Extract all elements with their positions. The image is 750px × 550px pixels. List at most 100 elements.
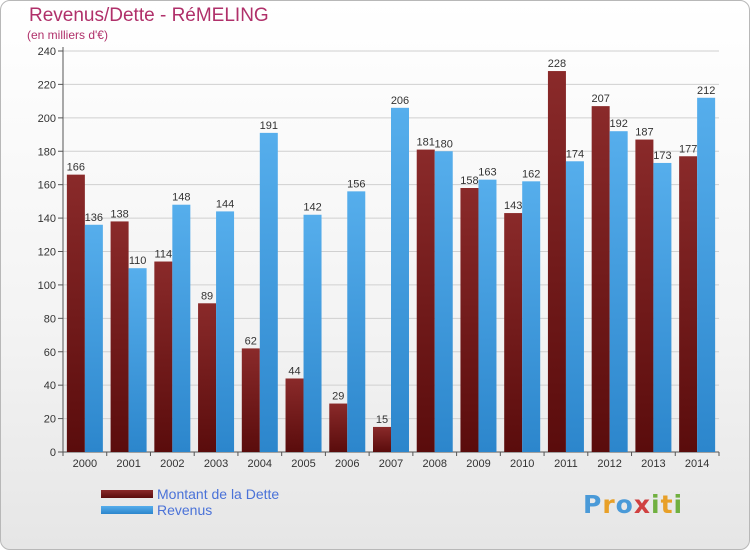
chart-title: Revenus/Dette - RéMELING: [29, 5, 269, 26]
bar-revenus: [391, 107, 409, 452]
legend-swatch-debt: [101, 490, 153, 498]
data-label: 166: [67, 162, 85, 174]
logo-letter: x: [633, 490, 651, 519]
bars: [66, 71, 716, 453]
y-tick-label: 80: [44, 313, 56, 325]
bar-revenus: [434, 151, 453, 452]
logo-letter: i: [673, 490, 684, 519]
bar-revenus: [697, 97, 716, 453]
y-tick-label: 100: [38, 280, 56, 292]
data-label: 158: [460, 175, 478, 187]
bar-debt: [416, 149, 435, 452]
y-tick-label: 180: [38, 146, 56, 158]
data-label: 44: [288, 365, 300, 377]
x-tick-label: 2002: [160, 458, 184, 470]
x-tick-label: 2003: [204, 458, 228, 470]
bar-revenus: [259, 132, 278, 452]
bar-revenus: [653, 162, 672, 452]
bar-revenus: [303, 214, 322, 452]
bar-debt: [460, 188, 479, 452]
bar-revenus: [84, 224, 103, 452]
data-label: 114: [155, 249, 173, 261]
bar-debt: [591, 106, 610, 452]
x-tick-label: 2008: [422, 458, 446, 470]
data-label: 110: [129, 255, 147, 267]
data-label: 143: [504, 200, 522, 212]
data-label: 181: [417, 137, 435, 149]
x-tick-label: 2012: [597, 458, 621, 470]
x-tick-label: 2010: [510, 458, 534, 470]
data-label: 29: [332, 391, 344, 403]
data-label: 163: [478, 167, 496, 179]
data-label: 15: [376, 414, 388, 426]
x-tick-label: 2014: [685, 458, 709, 470]
logo-letter: t: [660, 490, 674, 519]
data-label: 174: [566, 148, 584, 160]
bar-debt: [198, 303, 217, 452]
logo-letter: i: [651, 490, 661, 519]
data-label: 191: [260, 120, 278, 132]
logo-letter: o: [615, 490, 634, 519]
data-label: 177: [679, 143, 697, 155]
data-label: 156: [347, 178, 365, 190]
x-tick-label: 2005: [291, 458, 315, 470]
x-tick-label: 2006: [335, 458, 359, 470]
legend-label-revenus: Revenus: [157, 502, 213, 518]
bar-revenus: [216, 211, 235, 452]
logo-letter: P: [583, 490, 603, 519]
y-tick-label: 0: [50, 447, 56, 459]
bar-revenus: [522, 181, 541, 452]
data-label: 206: [391, 95, 409, 107]
bar-debt: [504, 213, 523, 452]
legend-swatch-revenus: [101, 506, 153, 514]
x-tick-label: 2001: [116, 458, 140, 470]
bar-revenus: [609, 131, 628, 452]
y-tick-label: 120: [38, 247, 56, 259]
logo-letter: r: [602, 490, 616, 519]
bar-revenus: [172, 204, 191, 452]
x-tick-label: 2004: [248, 458, 272, 470]
data-label: 138: [110, 208, 128, 220]
data-label: 89: [201, 290, 213, 302]
data-label: 212: [697, 85, 715, 97]
y-tick-label: 40: [44, 380, 56, 392]
y-tick-label: 60: [44, 347, 56, 359]
bar-debt: [547, 71, 566, 453]
bar-revenus: [478, 179, 497, 452]
y-tick-label: 160: [38, 180, 56, 192]
data-labels: 166 136 138 110 114 148 89 144 62 191 44 142 29 156 15…: [67, 58, 716, 426]
data-label: 228: [548, 58, 566, 70]
chart-subtitle: (en milliers d'€): [27, 28, 108, 42]
bar-debt: [154, 261, 173, 452]
x-tick-label: 2013: [641, 458, 665, 470]
proxiti-logo: Proxiti: [583, 490, 683, 519]
data-label: 136: [85, 212, 103, 224]
data-label: 148: [172, 192, 190, 204]
y-tick-label: 220: [38, 79, 56, 91]
data-label: 173: [653, 150, 671, 162]
bar-revenus: [128, 268, 147, 452]
bar-debt: [285, 378, 304, 452]
data-label: 62: [245, 335, 257, 347]
y-tick-label: 200: [38, 113, 56, 125]
bar-revenus: [347, 191, 366, 452]
bar-debt: [329, 403, 348, 452]
x-tick-label: 2000: [73, 458, 97, 470]
data-label: 144: [216, 198, 234, 210]
data-label: 162: [522, 168, 540, 180]
bar-debt: [635, 139, 654, 452]
data-label: 180: [435, 138, 453, 150]
data-label: 207: [591, 93, 609, 105]
bar-debt: [241, 348, 260, 452]
legend-label-debt: Montant de la Dette: [157, 486, 280, 502]
y-tick-label: 20: [44, 414, 56, 426]
y-tick-label: 140: [38, 213, 56, 225]
bar-revenus: [565, 161, 584, 452]
bar-debt: [679, 156, 698, 452]
y-tick-label: 240: [38, 46, 56, 58]
x-tick-label: 2011: [554, 458, 578, 470]
data-label: 142: [303, 202, 321, 214]
x-tick-label: 2009: [466, 458, 490, 470]
